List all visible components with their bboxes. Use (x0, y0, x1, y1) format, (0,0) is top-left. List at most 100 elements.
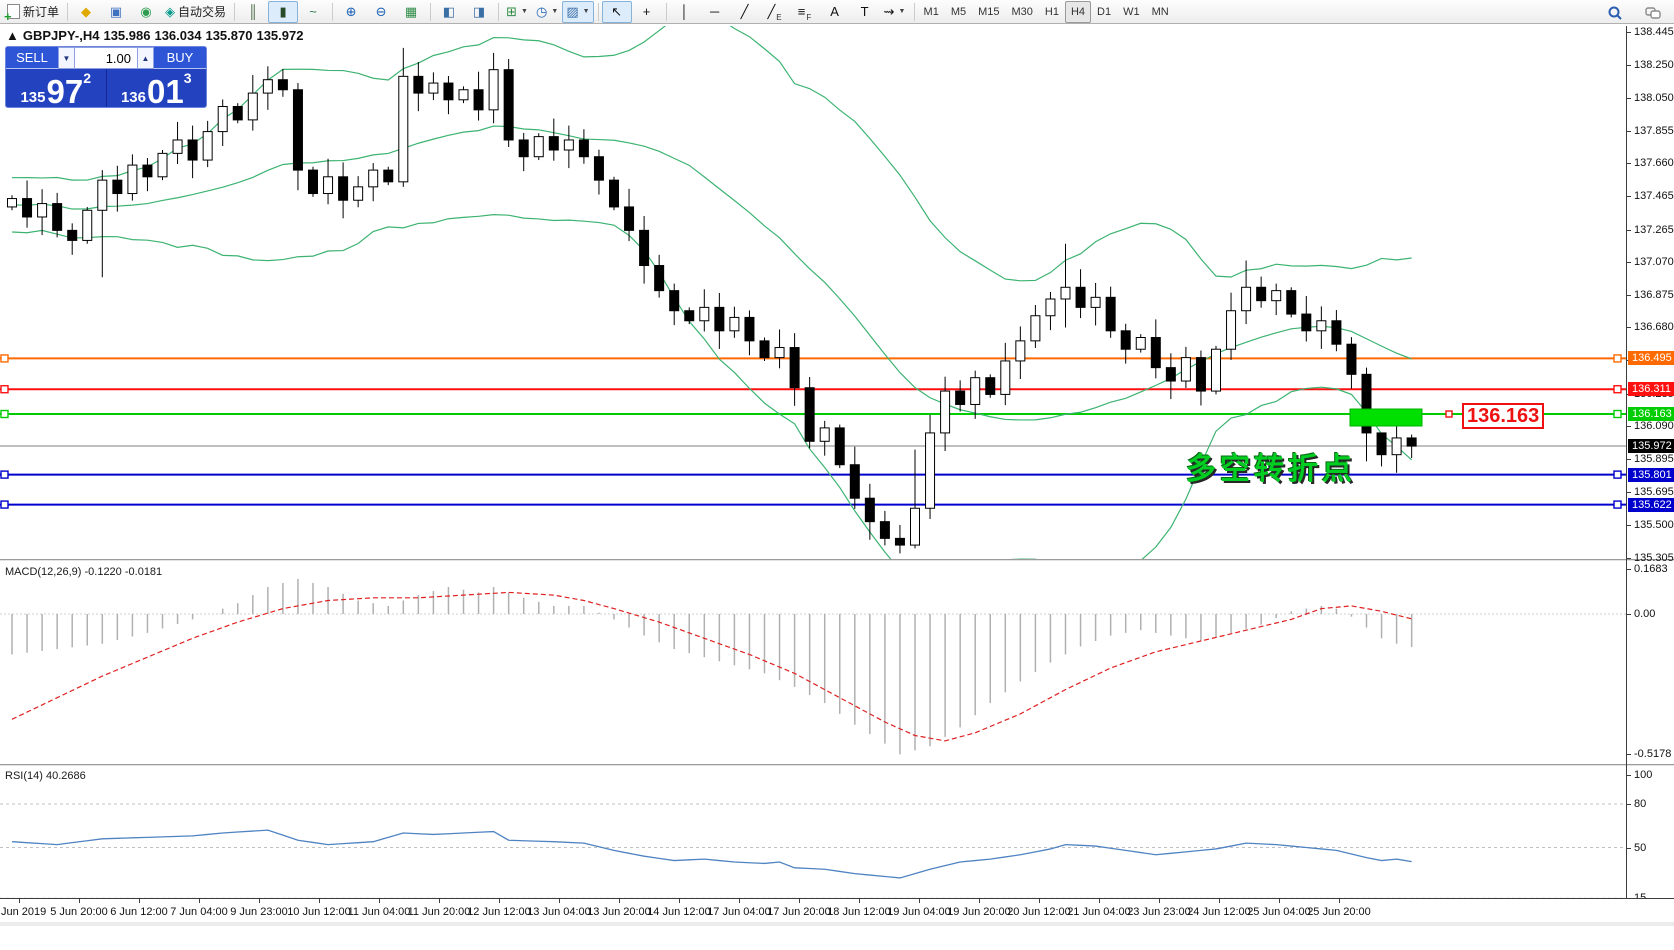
collapse-panel-icon[interactable]: ▲ (6, 28, 19, 43)
candle-body (488, 69, 499, 111)
search-button[interactable] (1600, 2, 1630, 24)
hline-handle[interactable] (0, 385, 9, 394)
candle-body (37, 203, 48, 218)
candle-body (1000, 360, 1011, 395)
candle-body (413, 75, 424, 94)
time-tick (859, 899, 860, 903)
buy-price[interactable]: 136 01 3 (107, 69, 207, 107)
price-tick (1627, 229, 1631, 231)
price-callout-box[interactable]: 136.163 (1462, 403, 1545, 429)
vertical-line-button[interactable]: │ (670, 1, 700, 23)
timeframe-m1-button[interactable]: M1 (923, 5, 939, 18)
callout-handle[interactable] (1445, 410, 1453, 418)
text-label-button[interactable]: T (850, 1, 880, 23)
fibonacci-retracement-button[interactable]: ≡ F (790, 1, 820, 23)
price-tag-136.163: 136.163 (1628, 407, 1674, 421)
candle-body (1015, 340, 1026, 362)
hline-handle[interactable] (1613, 409, 1622, 419)
text-button[interactable]: A (820, 1, 850, 23)
candle-body (1030, 315, 1041, 342)
time-label: 6 Jun 12:00 (110, 906, 168, 918)
auto-trading-button[interactable]: ◈ 自动交易 (161, 1, 230, 23)
zoom-out-icon: ⊖ (375, 4, 387, 19)
hline-handle[interactable] (1613, 385, 1622, 394)
sell-price[interactable]: 135 97 2 (6, 69, 107, 107)
price-axis-line (1626, 26, 1627, 922)
timeframe-m5-button[interactable]: M5 (950, 5, 967, 18)
tile-windows-button[interactable]: ▦ (396, 1, 426, 23)
rsi-scale-label: 50 (1634, 841, 1647, 854)
candle-body (232, 105, 243, 121)
buy-button[interactable]: BUY (154, 47, 206, 69)
arrange-charts-button[interactable]: ◧ (434, 1, 464, 23)
volume-increase-button[interactable]: ▲ (137, 47, 154, 69)
timeframe-m30-button[interactable]: M30 (1011, 5, 1033, 18)
hline-handle[interactable] (0, 500, 9, 509)
hline-handle[interactable] (0, 354, 9, 363)
zoom-out-button[interactable]: ⊖ (366, 1, 396, 23)
crosshair-button[interactable]: + (632, 1, 662, 23)
time-tick (319, 899, 320, 903)
candle-body (849, 464, 860, 499)
trendline-button[interactable]: ╱ (730, 1, 760, 23)
plus-icon: + (4, 9, 12, 24)
panel-splitter[interactable] (0, 559, 1674, 562)
price-tick-label: 138.050 (1634, 92, 1674, 105)
arrange-tracking-button[interactable]: ◨ (464, 1, 494, 23)
feedback-button[interactable] (1638, 2, 1668, 24)
cursor-button[interactable]: ↖ (601, 0, 632, 23)
highlight-rectangle[interactable] (1349, 408, 1423, 427)
new-chart-button[interactable]: ⊞ ▼ (502, 1, 532, 23)
zoom-in-button[interactable]: ⊕ (336, 1, 366, 23)
sell-button[interactable]: SELL (6, 47, 58, 69)
time-label: 5 Jun 2019 (0, 906, 47, 918)
new-order-button[interactable]: + 新订单 (3, 1, 63, 23)
line-chart-button[interactable]: ~ (298, 1, 328, 23)
main-chart[interactable] (0, 26, 1626, 560)
volume-input[interactable]: 1.00 (75, 47, 137, 69)
macd-label: MACD(12,26,9) -0.1220 -0.0181 (5, 566, 163, 578)
candle-body (593, 156, 604, 181)
data-signal-button[interactable]: ◉ (131, 1, 161, 23)
volume-decrease-button[interactable]: ▼ (58, 47, 75, 69)
candle-body (864, 497, 875, 523)
candle-body (834, 427, 845, 466)
timeframe-d1-button[interactable]: D1 (1097, 5, 1112, 18)
market-watch-button[interactable]: ◆ (71, 1, 101, 23)
macd-panel[interactable] (0, 562, 1626, 765)
timeframe-h1-button[interactable]: H1 (1044, 5, 1059, 18)
chinese-annotation[interactable]: 多空转折点 (1186, 452, 1356, 487)
candlestick-chart-button[interactable]: ▮ (268, 0, 299, 23)
navigator-button[interactable]: ▣ (101, 1, 131, 23)
rsi-tick (1627, 775, 1631, 776)
arrows-tool-button[interactable]: ⇝ ▼ (880, 1, 910, 23)
horizontal-line-button[interactable]: ─ (700, 1, 730, 23)
timeframe-h4-button[interactable]: H4 (1064, 0, 1092, 23)
timeframe-w1-button[interactable]: W1 (1123, 5, 1140, 18)
time-label: 19 Jun 04:00 (887, 906, 951, 918)
toolbar-separator (594, 2, 599, 21)
tile-windows-icon: ▦ (404, 4, 418, 19)
fibonacci-retracement-icon: ≡ (797, 4, 806, 19)
price-tick (1627, 524, 1631, 526)
hline-handle[interactable] (1613, 354, 1622, 363)
hline-handle[interactable] (1613, 500, 1622, 509)
candle-body (142, 164, 153, 178)
time-label: 11 Jun 04:00 (347, 906, 411, 918)
period-presets-button[interactable]: ◷ ▼ (532, 1, 562, 23)
price-tick (1627, 492, 1631, 494)
hline-handle[interactable] (1613, 470, 1622, 479)
panel-splitter-2[interactable] (0, 764, 1674, 767)
ohlc-open: 135.986 (103, 28, 151, 43)
sell-price-prefix: 135 (20, 89, 46, 106)
bar-chart-button[interactable]: ║ (238, 1, 268, 23)
timeframe-m15-button[interactable]: M15 (978, 5, 1000, 18)
hline-handle[interactable] (0, 470, 9, 479)
hline-handle[interactable] (0, 409, 9, 419)
price-tag-135.801: 135.801 (1628, 467, 1674, 482)
equidistant-channel-button[interactable]: ╱ E (760, 1, 790, 23)
chart-template-button[interactable]: ▨ ▼ (562, 0, 594, 23)
arrange-charts-icon: ◧ (442, 4, 456, 19)
chart-window[interactable]: ▲ GBPJPY-,H4 135.986 136.034 135.870 135.972 … (0, 24, 1674, 950)
timeframe-mn-button[interactable]: MN (1151, 5, 1169, 18)
